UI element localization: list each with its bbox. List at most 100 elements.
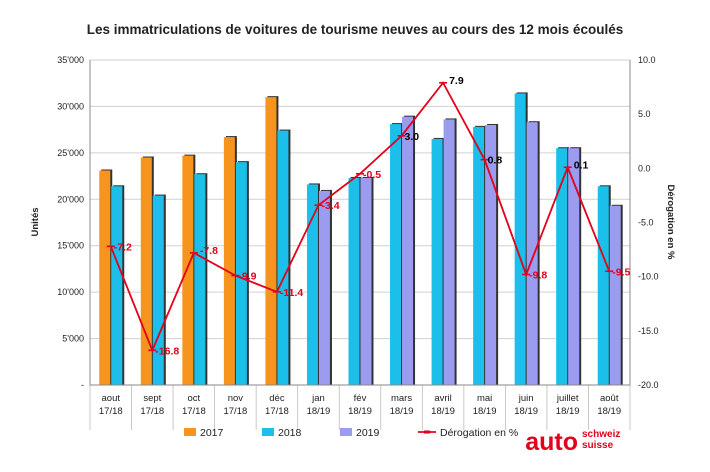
line-data-label: -16.8 [155, 345, 179, 357]
x-tick-label-sub: 17/18 [265, 406, 289, 417]
y-tick-label: 15'000 [57, 241, 84, 251]
line-data-label: -9.8 [529, 270, 547, 282]
chart-title: Les immatriculations de voitures de tour… [87, 22, 623, 37]
y-axis-title: Unités [30, 207, 41, 236]
line-data-label: -7.8 [200, 245, 218, 257]
bar-2019-6 [360, 177, 372, 385]
bar-2017-3 [223, 137, 235, 385]
legend-swatch [340, 428, 352, 436]
labels: aout 17/18 sept 17/18 oct 17/18 nov 17/18 déc 17/… [99, 75, 631, 417]
x-tick-label-sub: 18/19 [473, 406, 497, 417]
bar-2017-1 [140, 157, 152, 385]
bar-2018-1 [152, 195, 164, 385]
line-data-label: 0.1 [574, 159, 589, 171]
y2-tick-label: -15.0 [638, 326, 659, 336]
y2-tick-label: -5.0 [638, 218, 654, 228]
x-tick-label-sub: 18/19 [348, 406, 372, 417]
y2-tick-label: -10.0 [638, 272, 659, 282]
x-tick-label-sub: 17/18 [140, 406, 164, 417]
x-tick-label: nov [228, 393, 244, 404]
legend-swatch [262, 428, 274, 436]
y2-tick-label: 5.0 [638, 109, 651, 119]
line-data-label: 7.9 [449, 75, 464, 87]
bar-2018-5 [306, 184, 318, 385]
bar-2017-2 [182, 155, 194, 385]
bar-2019-12 [609, 205, 621, 385]
y-tick-label: 10'000 [57, 287, 84, 297]
x-tick-label: août [600, 393, 619, 404]
x-tick-label: juillet [556, 393, 579, 404]
y2-tick-label: -20.0 [638, 380, 659, 390]
line-data-label: -9.5 [612, 266, 630, 278]
legend: 2017 2018 2019 Dérogation en % [184, 427, 518, 439]
bar-2018-11 [556, 148, 568, 385]
legend-label: 2017 [200, 427, 224, 439]
bar-2018-0 [111, 186, 123, 385]
x-tick-label: déc [269, 393, 285, 404]
x-tick-label-sub: 18/19 [307, 406, 331, 417]
x-tick-label-sub: 17/18 [182, 406, 206, 417]
bar-2018-4 [277, 130, 289, 385]
bar-2019-5 [318, 190, 330, 385]
bar-2018-10 [514, 93, 526, 385]
y-tick-label: - [81, 380, 84, 390]
y-tick-label: 25'000 [57, 148, 84, 158]
line-data-label: 3.0 [405, 131, 420, 143]
x-tick-label-sub: 18/19 [390, 406, 414, 417]
x-tick-label-sub: 18/19 [514, 406, 538, 417]
x-tick-label-sub: 17/18 [99, 406, 123, 417]
line-data-label: -11.4 [280, 287, 304, 299]
bar-2019-7 [402, 116, 414, 386]
bar-2019-11 [568, 148, 580, 385]
line-data-label: -0.5 [363, 169, 381, 181]
bar-2018-8 [431, 138, 443, 385]
x-tick-label: aout [102, 393, 121, 404]
legend-label: 2018 [278, 427, 302, 439]
bar-2017-0 [99, 170, 111, 385]
y2-axis-title: Dérogation en % [665, 185, 676, 261]
line-data-label: -7.2 [114, 241, 132, 253]
bar-2017-4 [265, 97, 277, 386]
axes: - 5'000 10'000 15'000 20'000 25'000 30'000 35'0… [57, 55, 659, 430]
x-tick-label: juin [518, 393, 534, 404]
x-tick-label: sept [143, 393, 161, 404]
legend-swatch [184, 428, 196, 436]
x-tick-label-sub: 18/19 [431, 406, 455, 417]
bar-2018-2 [194, 174, 206, 385]
bar-2018-3 [235, 162, 247, 385]
line-data-label: -9.9 [238, 271, 256, 283]
bar-2018-6 [348, 177, 360, 385]
brand-logo: auto schweiz suisse [525, 428, 620, 456]
bar-2019-10 [526, 122, 538, 385]
bars [99, 92, 623, 386]
y-tick-label: 5'000 [62, 334, 84, 344]
legend-label: 2019 [356, 427, 380, 439]
y2-tick-label: 0.0 [638, 163, 651, 173]
x-tick-label-sub: 18/19 [597, 406, 621, 417]
bar-2019-8 [443, 119, 455, 385]
brand-main: auto [525, 428, 578, 456]
x-tick-label: jan [311, 393, 325, 404]
brand-line1: schweiz [582, 429, 620, 440]
x-tick-label: avril [434, 393, 451, 404]
y2-tick-label: 10.0 [638, 55, 656, 65]
x-tick-label: oct [188, 393, 201, 404]
x-tick-label: fév [354, 393, 367, 404]
brand-line2: suisse [582, 440, 614, 451]
bar-2018-12 [597, 186, 609, 385]
y-tick-label: 20'000 [57, 194, 84, 204]
bar-2019-9 [485, 125, 497, 385]
line-data-label: 0.8 [488, 155, 503, 167]
y-tick-label: 35'000 [57, 55, 84, 65]
x-tick-label-sub: 17/18 [223, 406, 247, 417]
bar-2018-9 [473, 126, 485, 385]
x-tick-label: mars [391, 393, 412, 404]
line-data-label: -3.4 [321, 200, 339, 212]
legend-label: Dérogation en % [440, 427, 518, 439]
x-tick-label-sub: 18/19 [556, 406, 580, 417]
y-tick-label: 30'000 [57, 101, 84, 111]
x-tick-label: mai [477, 393, 492, 404]
bar-2018-7 [390, 124, 402, 386]
line-series [106, 81, 614, 353]
